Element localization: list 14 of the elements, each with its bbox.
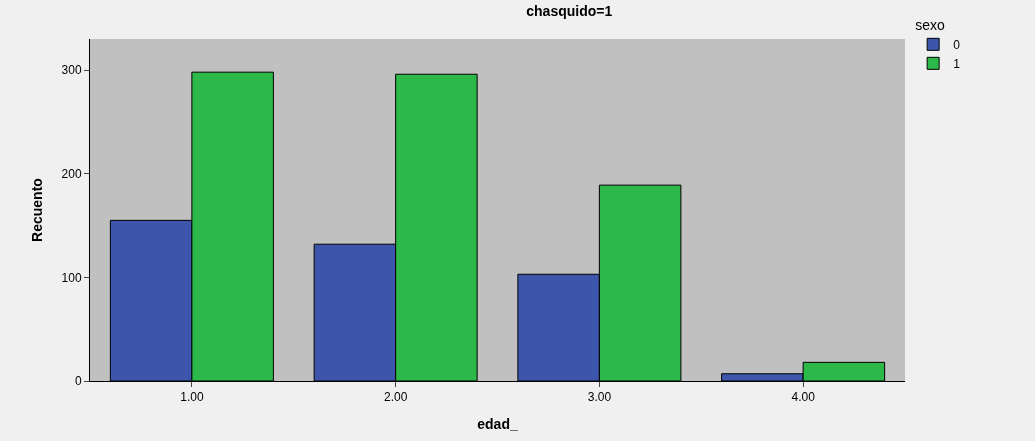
x-tick-label: 3.00 xyxy=(587,390,612,405)
x-tick-label: 1.00 xyxy=(180,390,204,405)
x-tick-label: 2.00 xyxy=(383,390,408,405)
chart-title: chasquido=1 xyxy=(526,3,613,20)
x-axis-title: edad_ xyxy=(477,415,518,432)
y-tick-label: 0 xyxy=(74,374,82,389)
y-tick-label: 200 xyxy=(61,166,82,181)
y-tick-label: 100 xyxy=(61,270,82,285)
y-axis-title: Recuento xyxy=(29,178,46,242)
x-tick-label: 4.00 xyxy=(791,390,816,405)
legend-label: 1 xyxy=(953,57,961,72)
legend-label: 0 xyxy=(953,38,961,53)
y-tick-label: 300 xyxy=(61,63,82,78)
legend-title: sexo xyxy=(915,16,945,33)
